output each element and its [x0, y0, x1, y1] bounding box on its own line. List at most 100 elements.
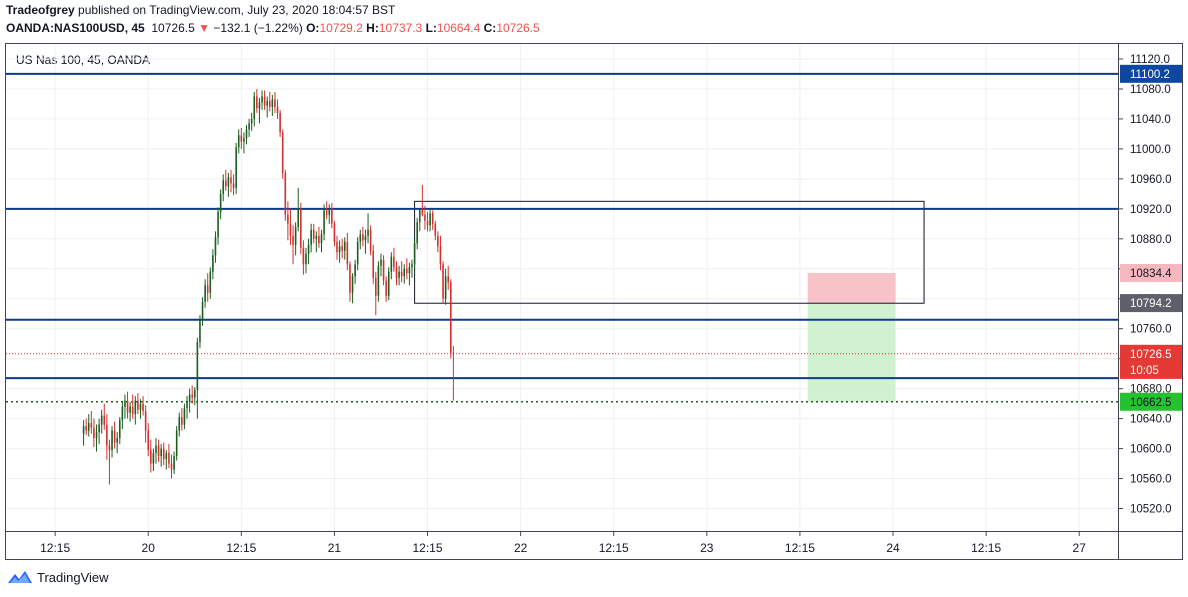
y-tick-label: 10560.0: [1130, 474, 1172, 486]
price-label-text: 10794.2: [1130, 298, 1172, 310]
symbol-label: OANDA:NAS100USD, 45: [6, 21, 145, 35]
price-change: −132.1 (−1.22%): [213, 21, 303, 35]
candle-body: [137, 400, 139, 410]
candle-body: [227, 177, 230, 187]
candle-body: [437, 235, 439, 247]
candle-body: [320, 234, 323, 244]
y-tick-label: 10920.0: [1130, 204, 1172, 216]
x-tick-label: 12:15: [599, 541, 629, 555]
candle-body: [258, 102, 261, 109]
candle-body: [204, 285, 206, 302]
candle-body: [152, 453, 155, 464]
price-label-text: 10662.5: [1130, 397, 1172, 409]
y-tick-label: 10640.0: [1130, 414, 1172, 426]
candle-body: [447, 276, 450, 283]
y-tick-label: 10680.0: [1130, 384, 1172, 396]
time-axis[interactable]: [5, 532, 1119, 560]
candle-body: [274, 99, 276, 107]
price-label-text: 10726.5: [1130, 349, 1172, 361]
candle-body: [222, 180, 225, 194]
price-label-box: [1120, 360, 1182, 379]
candle-body: [144, 411, 147, 431]
candle-body: [367, 229, 369, 236]
candle-body: [318, 235, 320, 244]
candle-body: [297, 208, 300, 227]
candle-body: [351, 276, 354, 293]
candle-body: [108, 445, 111, 451]
candle-body: [199, 319, 201, 343]
candle-body: [93, 427, 95, 439]
candle-body: [364, 235, 367, 241]
author-name: Tradeofgrey: [6, 3, 75, 17]
candle-body: [191, 394, 193, 398]
candle-body: [181, 417, 183, 425]
candle-body: [398, 271, 400, 278]
candle-body: [160, 448, 162, 457]
candle-body: [362, 234, 364, 241]
candle-body: [346, 241, 349, 265]
candle-body: [294, 226, 297, 245]
candle-body: [90, 423, 93, 428]
candle-body: [124, 400, 126, 407]
take-profit-zone: [807, 303, 896, 402]
chart-pane[interactable]: [5, 43, 1119, 532]
candle-body: [387, 271, 390, 296]
candle-body: [106, 424, 108, 446]
candle-body: [147, 430, 150, 451]
candle-body: [315, 235, 318, 239]
candle-body: [178, 417, 181, 431]
open-label: O:: [306, 21, 320, 35]
candle-body: [325, 210, 328, 215]
last-price: 10726.5: [151, 21, 195, 35]
candle-body: [131, 406, 134, 415]
y-tick-label: 10960.0: [1130, 174, 1172, 186]
candle-body: [150, 450, 152, 464]
y-tick-label: 10880.0: [1130, 234, 1172, 246]
candle-body: [157, 445, 160, 457]
high-label: H:: [366, 21, 379, 35]
price-axis[interactable]: [1119, 43, 1183, 532]
candle-body: [408, 267, 411, 274]
candle-body: [328, 208, 331, 215]
candle-body: [116, 438, 119, 443]
x-tick-label: 12:15: [971, 541, 1001, 555]
candle-body: [382, 259, 385, 281]
candle-body: [429, 213, 431, 226]
y-tick-label: 11040.0: [1130, 114, 1171, 126]
candle-body: [452, 352, 455, 355]
low-label: L:: [425, 21, 437, 35]
x-tick-label: 12:15: [785, 541, 815, 555]
x-tick-label: 20: [142, 541, 156, 555]
candle-body: [413, 243, 416, 265]
candle-body: [219, 193, 222, 212]
candle-body: [356, 241, 359, 265]
candle-body: [400, 271, 403, 277]
price-label-text: 10:05: [1130, 365, 1159, 377]
x-tick-label: 12:15: [413, 541, 443, 555]
candle-body: [349, 264, 351, 293]
candle-body: [261, 96, 263, 103]
candle-body: [393, 256, 395, 268]
price-label-box: [1120, 344, 1182, 363]
candle-body: [310, 229, 312, 245]
candle-body: [253, 96, 256, 119]
x-tick-label: 23: [700, 541, 714, 555]
candle-body: [390, 256, 393, 272]
candle-body: [302, 247, 305, 265]
publication-line: Tradeofgrey published on TradingView.com…: [6, 3, 395, 17]
candle-body: [312, 229, 315, 239]
candle-body: [129, 406, 131, 413]
candle-body: [271, 99, 274, 107]
open-value: 10729.2: [319, 21, 363, 35]
candle-body: [341, 246, 343, 251]
tradingview-brand[interactable]: TradingView: [7, 569, 109, 585]
price-label-text: 10834.4: [1130, 268, 1172, 280]
high-value: 10737.3: [378, 21, 423, 35]
candle-body: [276, 106, 279, 113]
candle-body: [359, 234, 362, 242]
candle-body: [173, 456, 175, 470]
candle-body: [111, 430, 113, 451]
candle-body: [380, 259, 382, 266]
candle-body: [126, 400, 129, 413]
